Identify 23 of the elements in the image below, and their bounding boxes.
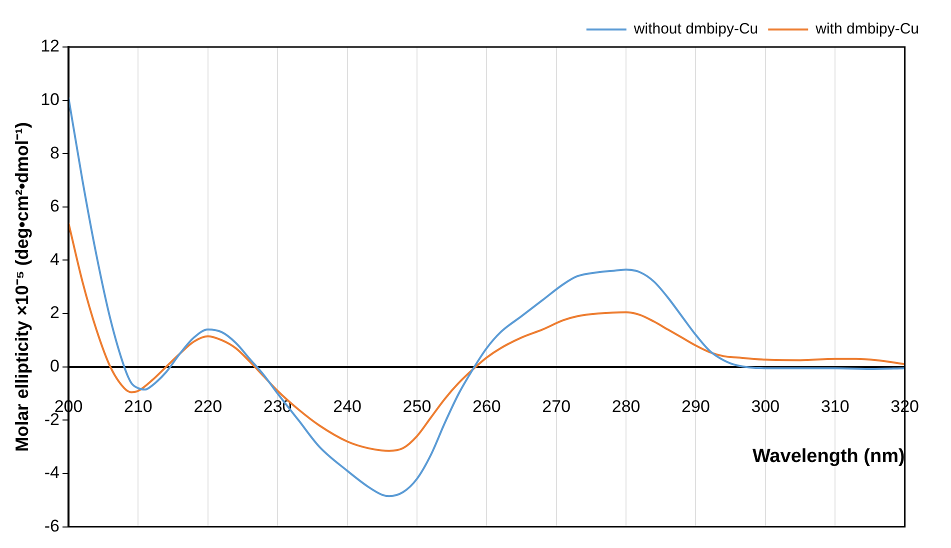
y-tick-label: 12	[40, 36, 60, 56]
x-tick-label: 270	[542, 396, 571, 416]
y-tick-label: 4	[50, 250, 60, 269]
y-tick-label: -6	[44, 516, 60, 536]
x-tick-label: 240	[333, 396, 362, 416]
x-tick-label: 260	[472, 396, 501, 416]
x-tick-label: 300	[751, 396, 780, 416]
x-tick-label: 220	[194, 396, 222, 416]
legend-label: without dmbipy-Cu	[632, 20, 758, 38]
legend-label: with dmbipy-Cu	[814, 20, 920, 38]
y-tick-label: 2	[50, 303, 60, 322]
y-tick-label: -4	[44, 463, 60, 482]
x-tick-label: 310	[820, 396, 850, 416]
x-tick-label: 290	[682, 396, 710, 416]
x-tick-label: 210	[124, 396, 152, 416]
y-axis-title: Molar ellipticity ×10⁻⁵ (deg•cm²•dmol⁻¹)	[12, 122, 32, 452]
x-axis-title: Wavelength (nm)	[752, 446, 905, 467]
y-tick-label: 8	[50, 143, 60, 162]
x-tick-label: 280	[612, 396, 640, 416]
y-tick-label: 0	[50, 356, 60, 376]
y-tick-label: 10	[40, 90, 60, 109]
y-tick-label: 6	[50, 196, 60, 216]
x-tick-label: 250	[402, 396, 432, 416]
